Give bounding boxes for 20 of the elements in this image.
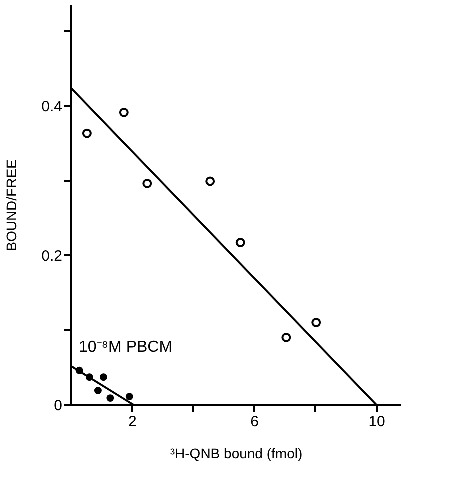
- y-tick-label: 0: [54, 398, 62, 414]
- x-tick-label: 10: [368, 414, 386, 430]
- x-tick-label: 2: [128, 414, 137, 430]
- point: [94, 387, 102, 394]
- point: [119, 108, 129, 118]
- point: [312, 318, 322, 328]
- y-tick-label: 0.4: [42, 98, 62, 116]
- y-axis-title: BOUND/FREE: [4, 160, 20, 252]
- x-axis-title: ³H-QNB bound (fmol): [170, 446, 303, 462]
- point: [100, 374, 108, 382]
- point: [282, 333, 292, 342]
- point: [142, 178, 152, 188]
- point: [236, 238, 246, 248]
- point: [82, 128, 92, 138]
- y-tick-label: 0.2: [42, 248, 62, 265]
- point: [206, 176, 216, 186]
- annotation: 10⁻⁸M PBCM: [79, 339, 173, 356]
- x-tick-label: 6: [250, 414, 260, 430]
- point: [126, 393, 134, 400]
- point: [106, 394, 114, 402]
